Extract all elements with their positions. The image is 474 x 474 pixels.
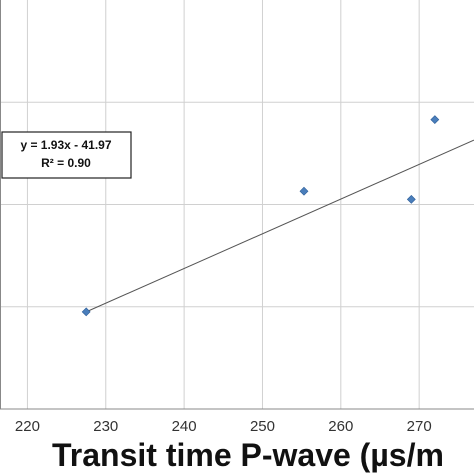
data-point: [430, 115, 440, 125]
x-tick-label: 270: [407, 418, 432, 435]
plot-area: [0, 0, 474, 410]
x-tick-label: 220: [15, 418, 40, 435]
equation-box-frame: [1, 131, 132, 179]
x-tick-label: 250: [250, 418, 275, 435]
x-tick-labels: 220 230 240 250 260 270: [15, 418, 432, 435]
x-tick-label: 240: [172, 418, 197, 435]
data-point: [406, 194, 416, 204]
data-points: [81, 115, 440, 317]
x-axis-title: Transit time P-wave (µs/m: [52, 437, 444, 473]
trendline-equation: y = 1.93x - 41.97: [20, 138, 111, 152]
r-squared-label: R² = 0.90: [41, 156, 91, 170]
x-tick-label: 260: [328, 418, 353, 435]
x-tick-label: 230: [93, 418, 118, 435]
equation-box: y = 1.93x - 41.97 R² = 0.90: [1, 131, 132, 179]
gridlines: [0, 0, 474, 409]
data-point: [299, 186, 309, 196]
data-point: [81, 307, 91, 317]
trendline: [85, 139, 474, 313]
